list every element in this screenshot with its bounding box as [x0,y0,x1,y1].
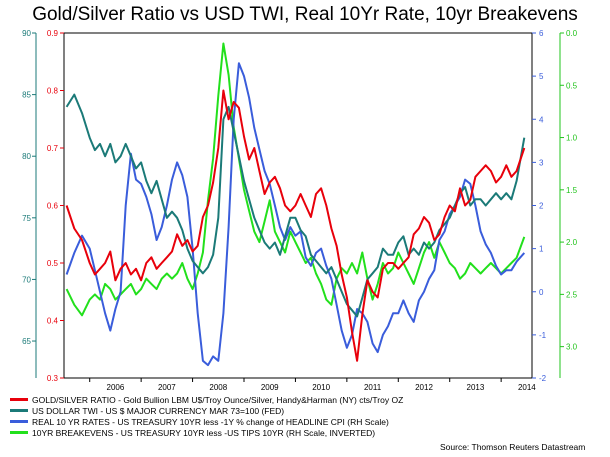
outer_left-tick-label-4: 70 [22,275,31,284]
outer_right-tick-label-0: 0.0 [566,29,578,38]
outer_right-tick-label-6: 3.0 [566,343,578,352]
x-tick-label-2: 2008 [209,383,227,392]
inner_right-tick-label-2: 4 [539,115,544,124]
x-tick-label-0: 2006 [107,383,125,392]
legend-item-usd-twi: US DOLLAR TWI - US $ MAJOR CURRENCY MAR … [10,406,284,416]
inner_right-tick-label-0: 6 [539,29,544,38]
inner_right-tick-label-8: -2 [539,374,547,383]
inner_right-tick-label-3: 3 [539,158,544,167]
series-usd-twi-line [65,93,526,318]
x-tick-label-8: 2014 [518,383,536,392]
legend-label-usd-twi: US DOLLAR TWI - US $ MAJOR CURRENCY MAR … [32,406,285,416]
source-note: Source: Thomson Reuters Datastream [440,442,586,452]
outer_right-tick-label-1: 0.5 [566,81,578,90]
x-tick-label-4: 2010 [312,383,330,392]
legend-item-real-rate: REAL 10 YR RATES - US TREASURY 10YR less… [10,417,389,427]
axes-layer: 9085807570650.90.80.70.60.50.40.36543210… [22,29,578,392]
x-tick-label-1: 2007 [158,383,176,392]
inner_left-tick-label-5: 0.4 [47,317,59,326]
legend-label-breakevens: 10YR BREAKEVENS - US TREASURY 10YR less … [32,428,376,438]
inner_right-tick-label-6: 0 [539,288,544,297]
series-real-rate-line [65,62,526,367]
inner_left-tick-label-0: 0.9 [47,29,59,38]
inner_right-tick-label-4: 2 [539,202,544,211]
outer_left-tick-label-0: 90 [22,29,31,38]
inner_right-tick-label-7: -1 [539,331,547,340]
outer_left-tick-label-5: 65 [22,337,31,346]
x-tick-label-3: 2009 [261,383,279,392]
plot-frame [63,32,533,379]
legend-item-gold-silver: GOLD/SILVER RATIO - Gold Bullion LBM U$/… [10,395,403,405]
inner_right-tick-label-1: 5 [539,72,544,81]
inner_left-tick-label-4: 0.5 [47,259,59,268]
outer_left-tick-label-1: 85 [22,91,31,100]
series-breakevens-line [65,42,526,317]
legend-label-real-rate: REAL 10 YR RATES - US TREASURY 10YR less… [32,417,389,427]
outer_right-tick-label-5: 2.5 [566,290,578,299]
legend-swatch-gold-silver [10,398,28,402]
x-tick-label-6: 2012 [415,383,433,392]
inner_left-tick-label-1: 0.8 [47,87,59,96]
inner_right-tick-label-5: 1 [539,245,544,254]
legend-swatch-usd-twi [10,409,28,413]
chart-svg: 9085807570650.90.80.70.60.50.40.36543210… [22,29,578,392]
inner_left-tick-label-2: 0.7 [47,144,59,153]
series-layer [65,42,526,367]
inner_left-tick-label-3: 0.6 [47,202,59,211]
outer_right-tick-label-4: 2.0 [566,238,578,247]
outer_right-tick-label-2: 1.0 [566,134,578,143]
outer_right-tick-label-3: 1.5 [566,186,578,195]
x-tick-label-5: 2011 [364,383,382,392]
outer_left-tick-label-3: 75 [22,214,31,223]
inner_left-tick-label-6: 0.3 [47,374,59,383]
legend-label-gold-silver: GOLD/SILVER RATIO - Gold Bullion LBM U$/… [32,395,404,405]
legend-swatch-breakevens [10,431,28,435]
chart-title: Gold/Silver Ratio vs USD TWI, Real 10Yr … [32,4,578,25]
legend-swatch-real-rate [10,420,28,424]
legend-item-breakevens: 10YR BREAKEVENS - US TREASURY 10YR less … [10,428,375,438]
outer_left-tick-label-2: 80 [22,152,31,161]
series-gold-silver-line [65,89,526,362]
x-tick-label-7: 2013 [467,383,485,392]
